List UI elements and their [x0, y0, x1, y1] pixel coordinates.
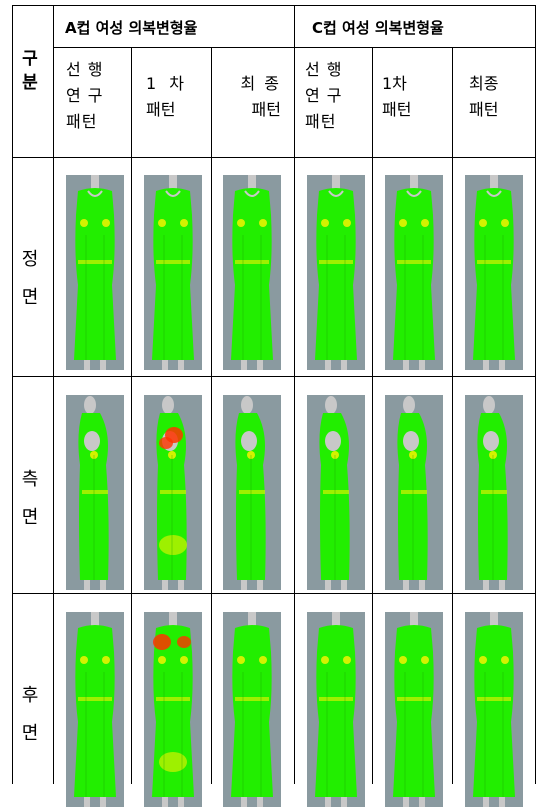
col-a-final-line2: 패턴	[251, 100, 281, 119]
strain-image-side-c-final	[465, 395, 523, 590]
border-col3	[211, 47, 212, 784]
strain-image-back-c-first	[385, 612, 443, 807]
col-a-first-line1: 1 차	[146, 74, 188, 93]
group-header-c-cup: C컵 여성 의복변형율	[312, 19, 444, 37]
strain-image-back-a-prev	[66, 612, 124, 807]
col-header-c-first: 1차 패턴	[382, 71, 411, 123]
strain-image-side-c-prev	[307, 395, 365, 590]
strain-image-back-c-prev	[307, 612, 365, 807]
col-a-final-line1: 최 종	[240, 74, 281, 93]
row-side-char2: 면	[21, 507, 39, 528]
row-front-char1: 정	[21, 249, 39, 270]
border-row2-bottom	[12, 593, 536, 594]
col-header-c-final: 최종 패턴	[469, 71, 498, 123]
border-row1-bottom	[12, 376, 536, 377]
col-a-prev-line2: 연 구	[66, 86, 104, 105]
row-label-side: 측 면	[12, 461, 48, 537]
col-a-first-line2: 패턴	[146, 100, 176, 119]
gubun-header: 구 분	[12, 47, 48, 95]
col-a-prev-line3: 패턴	[66, 112, 98, 131]
col-c-final-line1: 최종	[469, 74, 499, 93]
col-header-a-prev: 선 행 연 구 패턴	[66, 57, 104, 135]
strain-image-side-c-first	[385, 395, 443, 590]
col-c-prev-line2: 연 구	[305, 86, 343, 105]
border-col1	[53, 5, 54, 784]
strain-image-back-c-final	[465, 612, 523, 807]
border-left	[12, 5, 13, 784]
strain-image-side-a-final	[223, 395, 281, 590]
border-col4	[294, 5, 295, 784]
col-c-final-line2: 패턴	[469, 100, 499, 119]
strain-image-back-a-first	[144, 612, 202, 807]
gubun-char-1: 구	[22, 49, 38, 69]
strain-image-front-a-final	[223, 175, 281, 370]
strain-image-side-a-prev	[66, 395, 124, 590]
col-header-a-final: 최 종 패턴	[221, 71, 281, 123]
border-col6	[452, 47, 453, 784]
col-header-c-prev: 선 행 연 구 패턴	[305, 57, 343, 135]
group-header-a-cup: A컵 여성 의복변형율	[65, 19, 198, 37]
row-back-char2: 면	[21, 723, 39, 744]
strain-image-front-a-prev	[66, 175, 124, 370]
col-c-first-line2: 패턴	[382, 100, 412, 119]
strain-image-front-a-first	[144, 175, 202, 370]
border-top	[12, 5, 536, 6]
col-a-prev-line1: 선 행	[66, 60, 104, 79]
row-label-back: 후 면	[12, 677, 48, 753]
strain-image-front-c-prev	[307, 175, 365, 370]
strain-image-front-c-final	[465, 175, 523, 370]
border-header-bottom	[12, 157, 536, 158]
row-label-front: 정 면	[12, 241, 48, 317]
border-right	[535, 5, 536, 784]
strain-image-side-a-first	[144, 395, 202, 590]
row-front-char2: 면	[21, 287, 39, 308]
gubun-char-2: 분	[22, 73, 38, 93]
col-header-a-first: 1 차 패턴	[146, 71, 188, 123]
row-back-char1: 후	[21, 685, 39, 706]
col-c-prev-line3: 패턴	[305, 112, 337, 131]
strain-comparison-table: 구 분 A컵 여성 의복변형율 C컵 여성 의복변형율 선 행 연 구 패턴 1…	[12, 5, 536, 807]
border-col2	[131, 47, 132, 784]
row-side-char1: 측	[21, 469, 39, 490]
strain-image-back-a-final	[223, 612, 281, 807]
col-c-first-line1: 1차	[382, 74, 407, 93]
border-col5	[372, 47, 373, 784]
strain-image-front-c-first	[385, 175, 443, 370]
col-c-prev-line1: 선 행	[305, 60, 343, 79]
